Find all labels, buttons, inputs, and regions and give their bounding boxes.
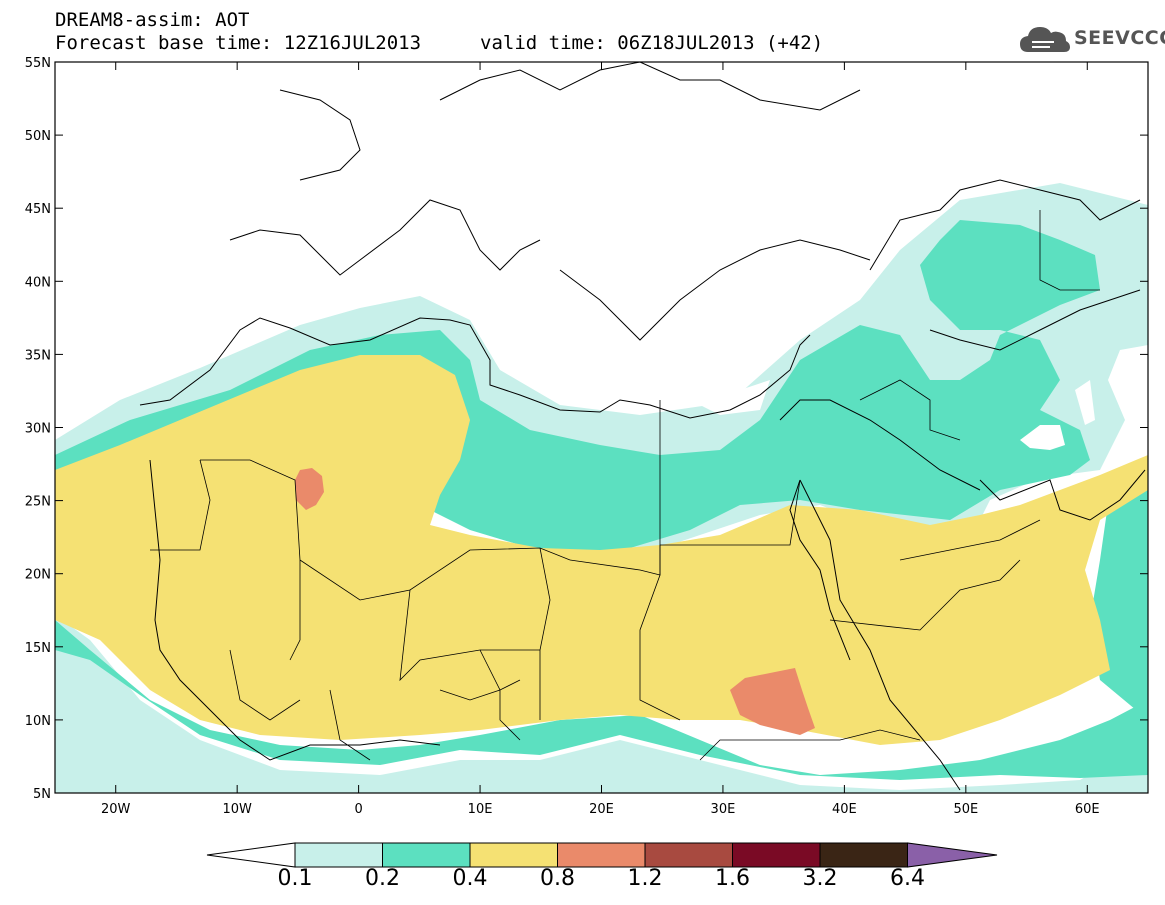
lon-tick-label: 40E — [832, 802, 857, 817]
lon-tick-label: 0 — [354, 802, 362, 817]
longitude-axis: 20W 10W 0 10E 20E 30E 40E 50E 60E — [101, 62, 1100, 817]
lat-tick-label: 40N — [25, 275, 51, 290]
colorbar-level-label: 6.4 — [890, 866, 925, 891]
lat-tick-label: 20N — [25, 568, 51, 583]
lat-tick-label: 30N — [25, 422, 51, 437]
colorbar-box — [382, 842, 471, 868]
colorbar-box — [644, 842, 733, 868]
aot-band-0-1-south — [55, 615, 1148, 793]
colorbar-level-label: 0.8 — [540, 866, 575, 891]
colorbar-over-triangle — [907, 842, 998, 868]
coastlines — [139, 62, 1146, 791]
clean-air-patch-2 — [1075, 380, 1095, 425]
lon-tick-label: 60E — [1075, 802, 1100, 817]
map-title: DREAM8-assim: AOT — [55, 9, 250, 31]
lon-tick-label: 20E — [589, 802, 614, 817]
lat-tick-label: 45N — [25, 202, 51, 217]
forecast-base-time: Forecast base time: 12Z16JUL2013 — [55, 32, 422, 54]
latitude-axis: 55N 50N 45N 40N 35N 30N 25N 20N 15N 10N 5N — [25, 56, 1148, 802]
clean-air-patch — [1020, 425, 1065, 450]
colorbar-under-triangle — [206, 842, 296, 868]
logo-text: SEEVCCC — [1074, 27, 1165, 49]
colorbar-level-label: 0.4 — [452, 866, 488, 891]
seevccc-logo: SEEVCCC — [1018, 22, 1165, 58]
lon-tick-label: 30E — [711, 802, 736, 817]
lat-tick-label: 10N — [25, 714, 51, 729]
colorbar-level-label: 0.1 — [277, 866, 313, 891]
lat-tick-label: 55N — [25, 56, 51, 71]
lat-tick-label: 25N — [25, 495, 51, 510]
colorbar-box — [557, 842, 646, 868]
valid-time: valid time: 06Z18JUL2013 (+42) — [480, 32, 824, 54]
colorbar-box — [469, 842, 558, 868]
lat-tick-label: 5N — [33, 787, 51, 802]
aot-contours — [55, 62, 1148, 793]
aot-band-0-2 — [55, 220, 1100, 565]
colorbar-level-label: 1.2 — [627, 866, 663, 891]
borders — [150, 210, 1100, 761]
aot-band-0-4 — [55, 355, 1148, 745]
colorbar-box — [294, 842, 383, 868]
clean-air-patch-3 — [690, 380, 770, 415]
lon-tick-label: 50E — [953, 802, 978, 817]
lat-tick-label: 15N — [25, 641, 51, 656]
lon-tick-label: 10E — [468, 802, 493, 817]
lat-tick-label: 50N — [25, 129, 51, 144]
colorbar-level-label: 1.6 — [715, 866, 750, 891]
lat-tick-label: 35N — [25, 348, 51, 363]
colorbar-box — [819, 842, 908, 868]
colorbar — [206, 842, 998, 868]
cloud-icon — [1020, 27, 1070, 52]
colorbar-level-label: 0.2 — [365, 866, 400, 891]
aot-band-0-8-east — [730, 668, 815, 735]
aot-band-0-2-south — [55, 620, 1148, 780]
colorbar-box — [732, 842, 821, 868]
colorbar-level-label: 3.2 — [802, 866, 838, 891]
lon-tick-label: 10W — [222, 802, 252, 817]
aot-band-0-8-west — [295, 468, 324, 510]
lon-tick-label: 20W — [101, 802, 131, 817]
